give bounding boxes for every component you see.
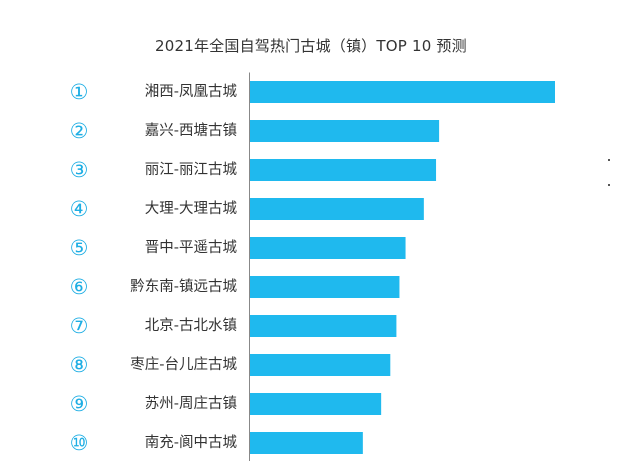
category-label: 大理-大理古城	[145, 200, 238, 217]
rank-number: ⑩	[70, 431, 89, 455]
category-label: 晋中-平遥古城	[145, 239, 238, 256]
category-label: 湘西-凤凰古城	[145, 83, 238, 100]
category-label: 丽江-丽江古城	[145, 161, 238, 178]
rank-number: ⑨	[70, 392, 89, 416]
category-label: 南充-阆中古城	[145, 434, 238, 451]
rank-number: ③	[70, 158, 89, 182]
category-label: 嘉兴-西塘古镇	[145, 122, 237, 139]
rank-number: ⑦	[70, 314, 89, 338]
bar	[250, 81, 555, 103]
bar	[250, 315, 397, 337]
bar	[250, 432, 363, 454]
bar	[250, 198, 424, 220]
bar	[250, 159, 437, 181]
edge-mark-2	[608, 184, 610, 186]
category-label: 黔东南-镇远古城	[130, 278, 237, 295]
rank-number: ⑧	[70, 353, 89, 377]
chart-title: 2021年全国自驾热门古城（镇）TOP 10 预测	[155, 37, 467, 55]
rank-number: ⑤	[70, 236, 89, 260]
category-label: 苏州-周庄古镇	[145, 394, 237, 412]
bar	[250, 120, 440, 142]
bar	[250, 354, 391, 376]
bar	[250, 393, 382, 415]
category-label: 北京-古北水镇	[145, 317, 237, 334]
edge-mark-1	[608, 159, 610, 161]
rank-number: ②	[70, 119, 89, 143]
rank-number: ①	[70, 80, 89, 104]
rank-number: ⑥	[70, 275, 89, 299]
bar	[250, 276, 400, 298]
bar	[250, 237, 406, 259]
rank-number: ④	[70, 197, 89, 221]
category-label: 枣庄-台儿庄古城	[130, 355, 237, 373]
